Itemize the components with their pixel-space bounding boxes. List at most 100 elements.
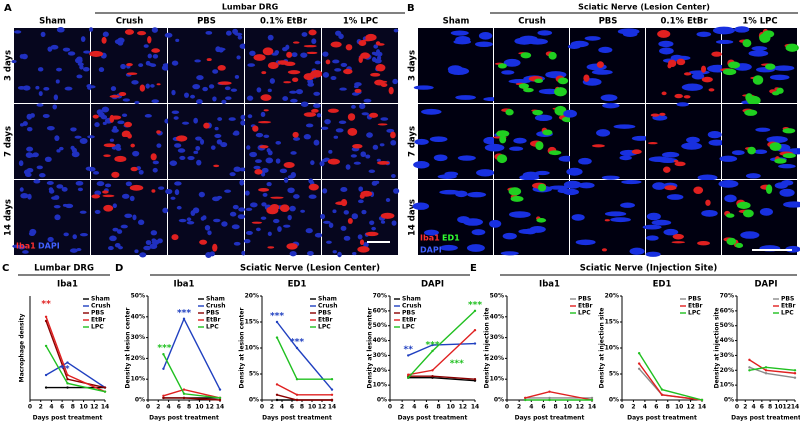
stain-blob [103, 204, 114, 212]
nucleus [61, 186, 68, 192]
data-point [182, 317, 186, 321]
nucleus [391, 220, 397, 226]
nucleus [287, 175, 295, 179]
legend-label: Crush [206, 303, 225, 310]
nucleus [94, 122, 100, 128]
stain-blob [762, 30, 775, 38]
stain-blob [711, 51, 722, 57]
stain-blob [310, 69, 323, 78]
data-point [431, 369, 434, 372]
nucleus [121, 193, 130, 199]
nucleus [769, 74, 790, 81]
nucleus [293, 194, 300, 199]
nucleus [101, 106, 110, 113]
nucleus [229, 211, 237, 217]
y-tick-label: 20% [131, 355, 145, 362]
nucleus [253, 165, 261, 170]
x-tick-label: 12 [459, 404, 467, 411]
y-tick-label: 20% [373, 367, 387, 374]
stain-blob [254, 169, 263, 175]
nucleus [319, 160, 325, 167]
nucleus [143, 245, 151, 251]
nucleus [89, 27, 94, 32]
nucleus [239, 179, 245, 186]
x-tick-label: 2 [631, 404, 635, 411]
stain-blob [311, 108, 319, 113]
nucleus [114, 242, 121, 248]
y-tick-label: 70% [373, 293, 387, 300]
section-title: Lumbar DRG [34, 264, 94, 274]
stain-blob [375, 64, 386, 72]
legend-label: Sham [206, 296, 225, 303]
stain-blob [676, 58, 686, 66]
nucleus [391, 173, 396, 179]
nucleus [65, 203, 74, 209]
stain-blob [722, 68, 737, 76]
x-tick-label: 8 [187, 404, 191, 411]
legend-label: EtBr [781, 303, 796, 310]
data-point [66, 386, 69, 389]
stain-blob [203, 122, 210, 129]
nucleus [691, 73, 705, 80]
stain-blob [124, 29, 135, 35]
nucleus [17, 244, 26, 250]
nucleus [20, 194, 26, 199]
stain-blob [359, 239, 365, 246]
nucleus [295, 89, 304, 95]
nucleus [25, 152, 33, 158]
nucleus [648, 156, 670, 163]
micrograph [245, 101, 322, 179]
significance: ** [404, 345, 414, 355]
nucleus [161, 65, 170, 71]
nucleus [138, 169, 144, 175]
nucleus [390, 139, 397, 146]
stain-blob [327, 158, 340, 165]
stain-blob [156, 130, 161, 134]
nucleus [209, 251, 215, 257]
nucleus [54, 135, 60, 142]
nucleus [150, 230, 158, 236]
nucleus [537, 30, 553, 36]
nucleus [198, 191, 205, 198]
nucleus [313, 103, 321, 109]
data-point [431, 349, 434, 353]
y-axis-label: Density at lesion center [239, 308, 246, 389]
legend-label: PBS [318, 310, 331, 317]
nucleus [150, 84, 155, 88]
x-tick-label: 4 [412, 404, 416, 411]
nucleus [255, 227, 261, 232]
stain-label: Iba1 [420, 234, 440, 243]
nucleus [19, 54, 25, 59]
nucleus [220, 141, 228, 148]
nucleus [93, 171, 100, 175]
stain-blob [260, 94, 272, 101]
nucleus [156, 143, 162, 148]
column-label: Crush [518, 17, 546, 27]
chart-title: Iba1 [174, 280, 195, 290]
nucleus [214, 133, 222, 138]
y-tick-label: 15% [245, 319, 259, 326]
nucleus [69, 248, 78, 253]
micrograph [563, 180, 645, 255]
data-point [548, 390, 551, 393]
nucleus [365, 154, 370, 158]
nucleus [139, 252, 147, 258]
stain-blob [583, 74, 590, 82]
nucleus [18, 160, 24, 167]
nucleus [413, 161, 430, 169]
nucleus [358, 186, 364, 192]
data-point [66, 373, 69, 377]
stain-blob [377, 161, 390, 165]
data-point [590, 396, 594, 400]
nucleus [244, 190, 250, 196]
stain-blob [496, 154, 508, 164]
stain-blob [217, 64, 226, 71]
micrograph [646, 102, 725, 181]
nucleus [26, 113, 33, 120]
data-point [548, 398, 551, 402]
nucleus [484, 143, 505, 152]
x-tick-label: 0 [735, 404, 739, 411]
nucleus [63, 232, 69, 237]
stain-blob [292, 41, 300, 44]
nucleus [333, 135, 339, 139]
